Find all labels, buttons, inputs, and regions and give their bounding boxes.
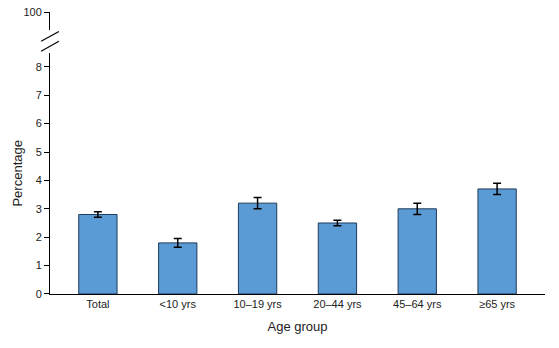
svg-text:8: 8 — [36, 61, 42, 73]
svg-text:<10 yrs: <10 yrs — [160, 298, 197, 310]
svg-text:3: 3 — [36, 203, 42, 215]
svg-text:100: 100 — [23, 6, 41, 18]
svg-text:1: 1 — [36, 259, 42, 271]
svg-text:Age group: Age group — [268, 319, 328, 334]
svg-text:4: 4 — [36, 174, 42, 186]
svg-text:7: 7 — [36, 89, 42, 101]
svg-text:Percentage: Percentage — [10, 140, 25, 207]
svg-text:Total: Total — [86, 298, 109, 310]
svg-text:≥65 yrs: ≥65 yrs — [479, 298, 515, 310]
svg-text:45–64 yrs: 45–64 yrs — [393, 298, 442, 310]
svg-text:2: 2 — [36, 231, 42, 243]
svg-text:20–44 yrs: 20–44 yrs — [313, 298, 362, 310]
svg-text:5: 5 — [36, 146, 42, 158]
svg-text:0: 0 — [36, 288, 42, 300]
svg-text:6: 6 — [36, 117, 42, 129]
svg-text:10–19 yrs: 10–19 yrs — [233, 298, 282, 310]
